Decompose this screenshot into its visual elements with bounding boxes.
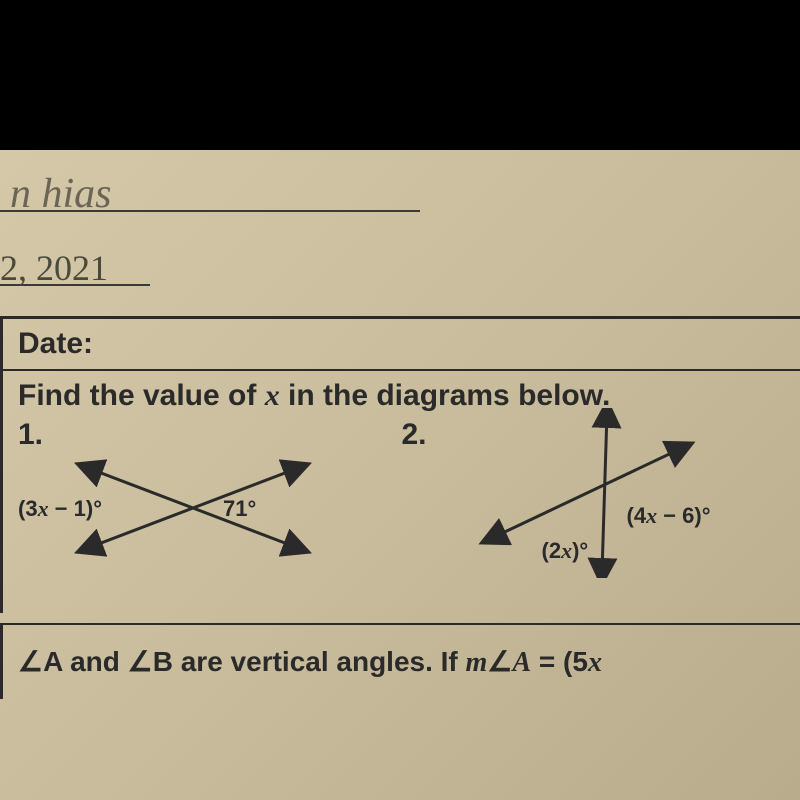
bottom-var-A: A xyxy=(512,647,531,678)
date-handwritten: 2, 2021 xyxy=(0,247,800,289)
instruction-text: Find the value of x in the diagrams belo… xyxy=(0,371,800,413)
instruction-prefix: Find the value of xyxy=(18,379,265,412)
p1-angle-label-right: 71° xyxy=(223,496,256,522)
p2-line-vertical xyxy=(602,413,607,573)
p2-l1-suffix: − 6)° xyxy=(657,503,710,528)
p1-angle-label-left: (3x − 1)° xyxy=(18,496,102,522)
bottom-angle-sym: ∠ xyxy=(487,646,512,677)
p2-l1-prefix: (4 xyxy=(627,503,647,528)
p1-l1-var: x xyxy=(38,496,49,521)
problem-2: 2. (4x − 6)° (2x)° xyxy=(402,418,786,608)
p2-angle-label-bottom: (2x)° xyxy=(542,538,589,564)
p2-l2-var: x xyxy=(561,538,572,563)
bottom-eq: = (5 xyxy=(531,646,588,677)
diagrams-container: 1. (3x − 1)° 71° 2. xyxy=(0,413,800,613)
bottom-var-m: m xyxy=(466,647,488,678)
p1-l1-prefix: (3 xyxy=(18,496,38,521)
problem-1: 1. (3x − 1)° 71° xyxy=(18,418,402,608)
p2-l2-suffix: )° xyxy=(572,538,588,563)
worksheet-table: Date: Find the value of x in the diagram… xyxy=(0,316,800,699)
p2-l2-prefix: (2 xyxy=(542,538,562,563)
black-header-bar xyxy=(0,0,800,150)
date-field-label: Date: xyxy=(0,319,800,371)
bottom-prefix: ∠A and ∠B are vertical angles. If xyxy=(18,646,466,677)
bottom-var-x: x xyxy=(588,647,602,678)
instruction-variable: x xyxy=(265,379,280,412)
p2-angle-label-right: (4x − 6)° xyxy=(627,503,711,529)
p2-l1-var: x xyxy=(646,503,657,528)
worksheet-paper: n hias 2, 2021 Date: Find the value of x… xyxy=(0,150,800,800)
p1-l1-suffix: − 1)° xyxy=(49,496,102,521)
bottom-question-text: ∠A and ∠B are vertical angles. If m∠A = … xyxy=(0,623,800,699)
